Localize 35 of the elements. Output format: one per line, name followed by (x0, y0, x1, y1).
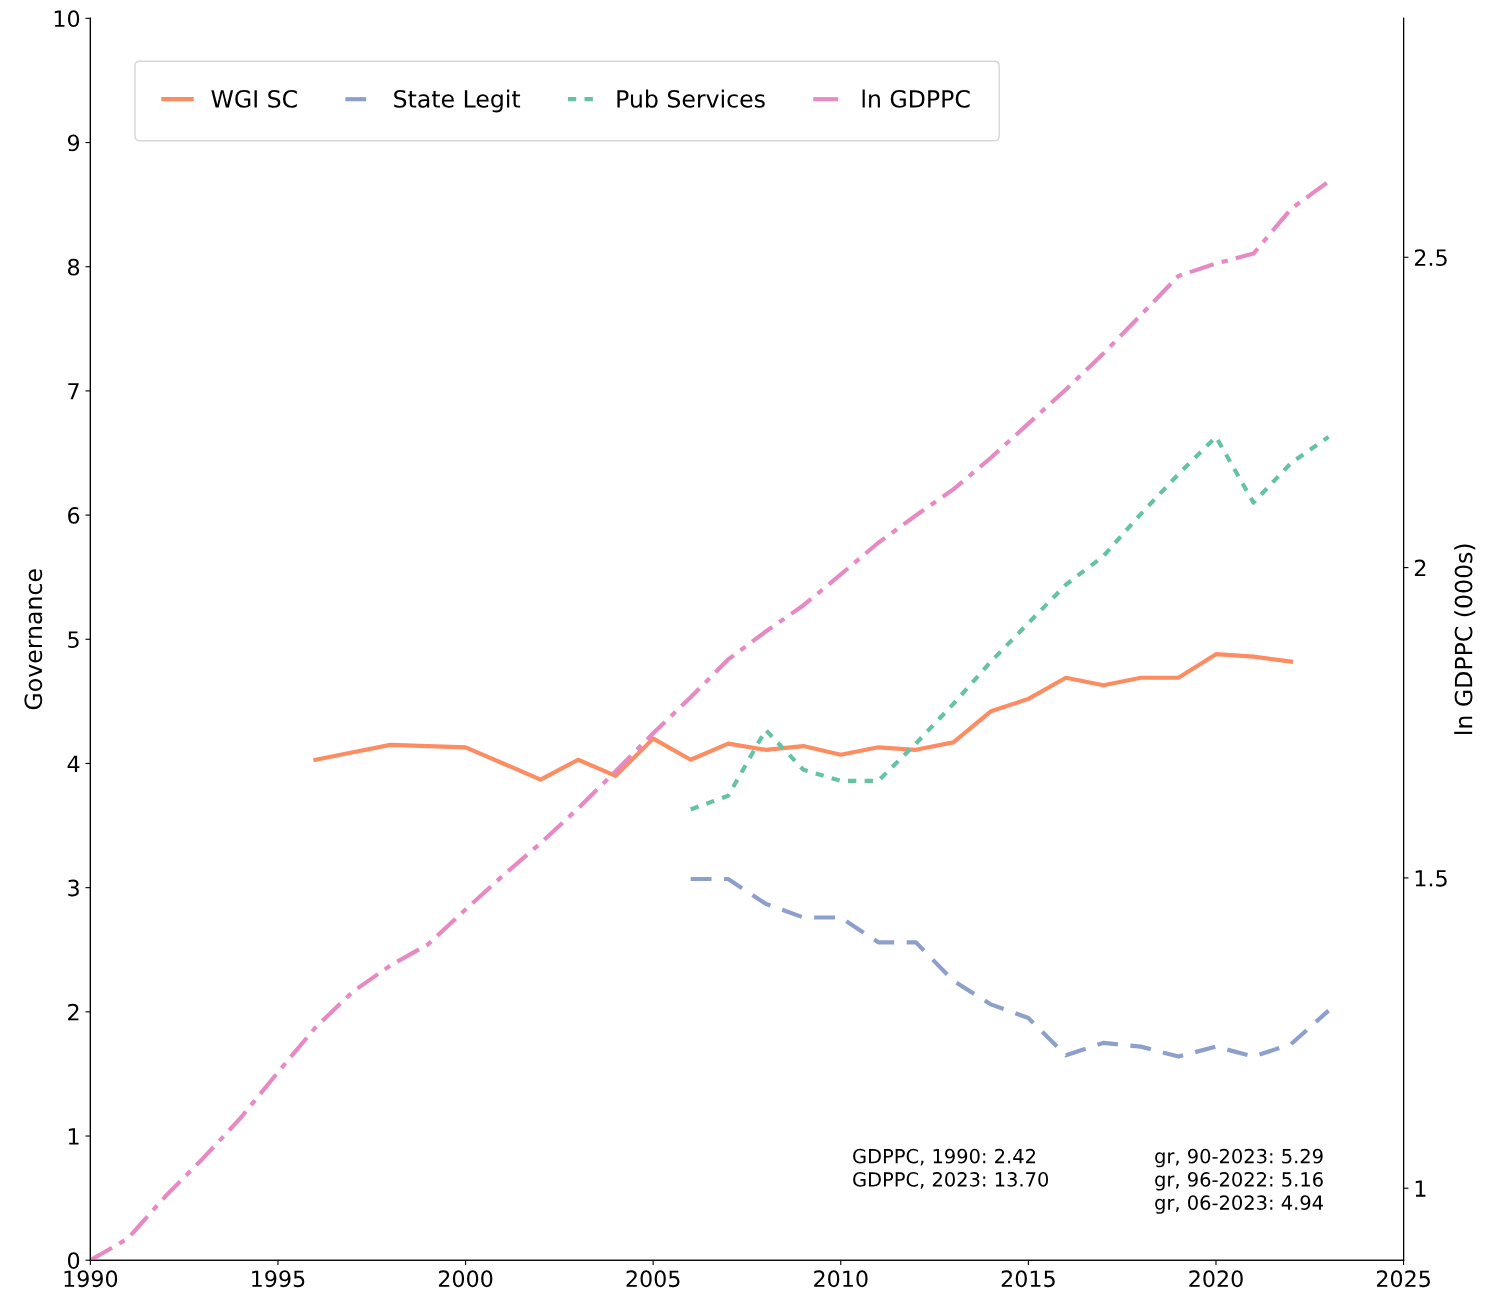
x-tick-label: 1995 (252, 1270, 305, 1288)
annotation: GDPPC, 1990: 2.42 GDPPC, 2023: 13.70 (853, 1148, 1049, 1189)
y-tick-label: 6 (68, 507, 80, 524)
legend-label: State Legit (394, 89, 521, 113)
y-tick-label: 0 (67, 1252, 80, 1269)
y-tick-label: 9 (67, 134, 80, 152)
x-tick-label: 2010 (814, 1270, 868, 1288)
y-axis-title: Governance (24, 569, 43, 710)
line-series (688, 434, 1331, 812)
x-tick-label: 2005 (626, 1270, 680, 1288)
y2-tick-label: 1.5 (1415, 870, 1447, 887)
line-series (688, 876, 1331, 1059)
y2-tick-label: 2.5 (1414, 249, 1447, 267)
y-tick-label: 2 (68, 1003, 79, 1021)
legend-label: WGI SC (211, 89, 297, 108)
x-tick-label: 1990 (64, 1270, 118, 1288)
annotation: gr, 90-2023: 5.29 gr, 96-2022: 5.16 gr, 06-2023: 4.94 (1155, 1148, 1323, 1214)
y-tick-label: 7 (68, 383, 79, 400)
y2-tick-label: 2 (1414, 559, 1426, 577)
y-tick-label: 1 (68, 1128, 79, 1145)
y-tick-label: 5 (68, 631, 79, 649)
legend-label: ln GDPPC (862, 89, 970, 108)
y2-tick-label: 1 (1415, 1180, 1426, 1197)
x-tick-label: 2015 (1001, 1270, 1055, 1288)
y-tick-label: 3 (68, 879, 79, 897)
y-tick-label: 8 (68, 258, 80, 276)
legend-label: Pub Services (617, 89, 765, 108)
y-tick-label: 4 (67, 755, 80, 772)
x-tick-label: 2020 (1189, 1270, 1243, 1288)
y-tick-label: 10 (54, 10, 80, 28)
y2-axis-title: ln GDPPC (000s) (1454, 544, 1476, 734)
x-tick-label: 2025 (1376, 1270, 1430, 1288)
line-series (90, 179, 1331, 1261)
line-series (313, 652, 1294, 782)
x-tick-label: 2000 (438, 1270, 493, 1288)
